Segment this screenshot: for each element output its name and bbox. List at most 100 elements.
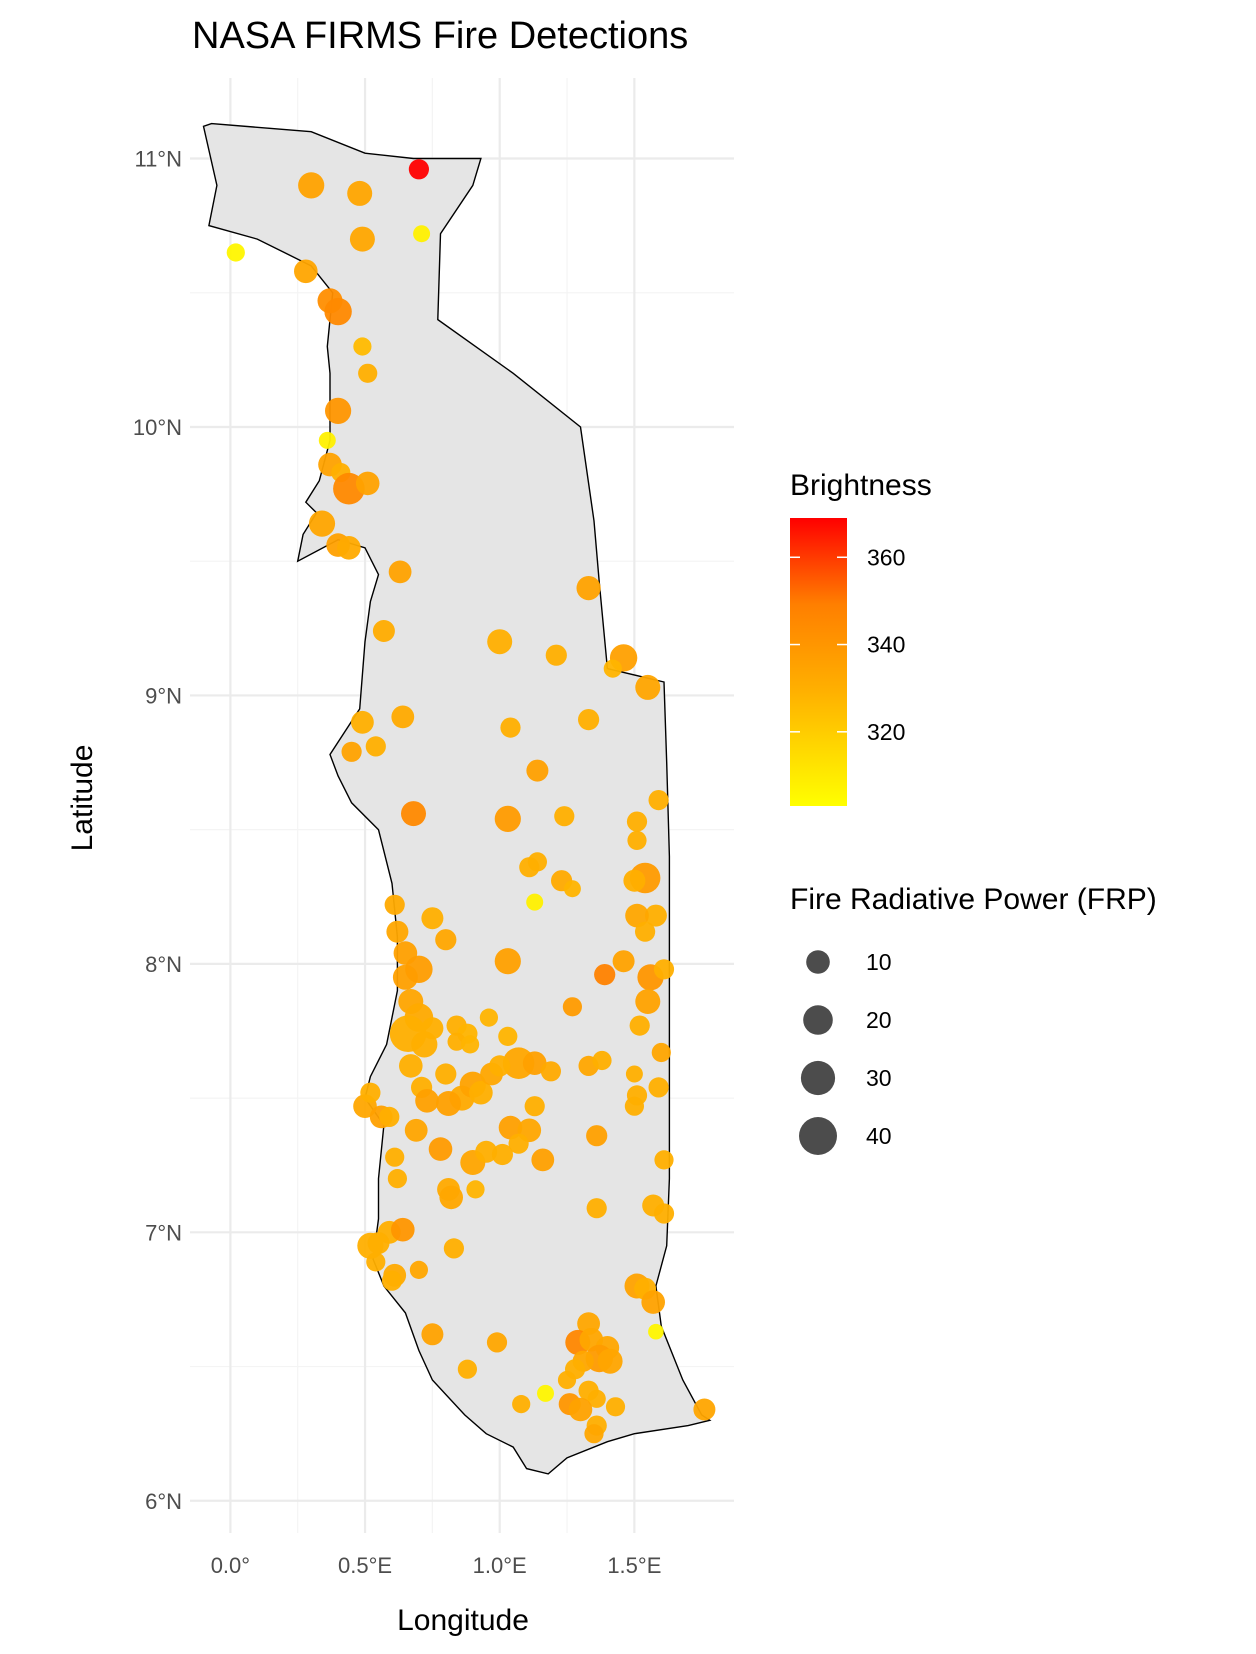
fire-point bbox=[494, 805, 521, 833]
fire-point bbox=[408, 159, 429, 180]
fire-point bbox=[421, 1323, 444, 1346]
fire-point bbox=[428, 1137, 453, 1161]
frp-legend-items: 10 20 30 40 bbox=[799, 949, 892, 1155]
brightness-colorbar bbox=[790, 518, 847, 806]
fire-point bbox=[391, 705, 415, 729]
fire-point bbox=[351, 710, 374, 734]
brightness-legend-ticks: 320 340 360 bbox=[790, 544, 905, 745]
fire-point bbox=[512, 1395, 531, 1414]
fire-point bbox=[353, 337, 372, 356]
fire-point bbox=[586, 1198, 607, 1219]
fire-point bbox=[355, 471, 380, 496]
chart-title: NASA FIRMS Fire Detections bbox=[192, 15, 688, 57]
fire-point bbox=[605, 1397, 626, 1417]
fire-point bbox=[635, 921, 656, 942]
fire-point bbox=[623, 869, 646, 892]
fire-point bbox=[537, 1384, 554, 1402]
fire-point bbox=[586, 1125, 608, 1147]
fire-point bbox=[578, 709, 600, 731]
fire-point bbox=[540, 1061, 562, 1082]
fire-point bbox=[651, 1042, 671, 1063]
fire-point bbox=[524, 1096, 545, 1117]
frp-legend-label: 30 bbox=[866, 1065, 892, 1091]
fire-point bbox=[381, 1270, 403, 1291]
fire-point bbox=[693, 1398, 716, 1421]
fire-point bbox=[491, 1143, 513, 1166]
fire-point bbox=[349, 226, 375, 252]
frp-legend-key bbox=[799, 1117, 837, 1155]
fire-point bbox=[435, 1063, 457, 1085]
fire-point bbox=[612, 950, 635, 973]
fire-point bbox=[387, 1169, 407, 1189]
x-axis-title: Longitude bbox=[397, 1604, 529, 1637]
y-tick-label: 7°N bbox=[145, 1220, 182, 1245]
fire-point bbox=[365, 736, 386, 757]
y-tick-label: 11°N bbox=[134, 147, 182, 172]
fire-point bbox=[226, 243, 245, 262]
fire-point bbox=[648, 790, 669, 811]
y-tick-label: 8°N bbox=[145, 952, 182, 977]
fire-point bbox=[526, 893, 544, 911]
fire-point bbox=[388, 560, 412, 584]
fire-point bbox=[379, 1106, 400, 1127]
fire-point bbox=[469, 1080, 493, 1105]
fire-point bbox=[522, 1051, 547, 1075]
brightness-legend: Brightness 320 340 360 bbox=[790, 469, 932, 806]
frp-legend-key bbox=[806, 950, 830, 974]
fire-point bbox=[626, 811, 648, 832]
fire-point bbox=[635, 989, 661, 1014]
fire-point bbox=[405, 955, 433, 983]
fire-point bbox=[413, 225, 431, 243]
fire-point bbox=[447, 1032, 466, 1051]
fire-point bbox=[486, 1332, 508, 1353]
fire-point bbox=[386, 920, 409, 943]
fire-point bbox=[625, 1065, 643, 1083]
fire-point bbox=[399, 1054, 423, 1078]
fire-point bbox=[385, 1147, 405, 1167]
fire-point bbox=[531, 1148, 555, 1172]
fire-point bbox=[298, 172, 325, 199]
fire-point bbox=[644, 904, 667, 927]
fire-point bbox=[479, 1008, 498, 1027]
frp-legend-key bbox=[800, 1060, 836, 1096]
fire-point bbox=[475, 1140, 498, 1163]
y-axis-title: Latitude bbox=[66, 745, 99, 852]
fire-point bbox=[421, 1017, 444, 1040]
fire-point bbox=[557, 1370, 577, 1390]
fire-point bbox=[653, 959, 675, 980]
fire-point bbox=[594, 964, 616, 986]
fire-point bbox=[597, 1348, 623, 1374]
fire-point bbox=[415, 1089, 439, 1113]
fire-point bbox=[435, 929, 457, 951]
fire-point bbox=[372, 620, 395, 642]
fire-point bbox=[337, 536, 361, 560]
x-tick-label: 1.0°E bbox=[473, 1553, 527, 1578]
fire-point bbox=[500, 717, 521, 738]
fire-point bbox=[554, 806, 575, 827]
frp-legend-title: Fire Radiative Power (FRP) bbox=[790, 883, 1157, 916]
fire-point bbox=[318, 431, 336, 449]
fire-points bbox=[226, 159, 716, 1444]
fire-point bbox=[358, 363, 378, 383]
colorbar-tick-label: 360 bbox=[867, 544, 905, 570]
fire-point bbox=[641, 1290, 665, 1314]
fire-point bbox=[324, 297, 352, 326]
fire-point bbox=[527, 852, 548, 872]
fire-point bbox=[466, 1180, 485, 1199]
plot-panel bbox=[190, 78, 734, 1533]
fire-point bbox=[653, 1203, 675, 1224]
fire-point bbox=[436, 1091, 461, 1116]
fire-point bbox=[526, 759, 549, 782]
fire-point bbox=[347, 180, 373, 206]
fire-point bbox=[360, 1082, 381, 1103]
fire-point bbox=[294, 259, 318, 284]
fire-point bbox=[627, 830, 647, 851]
fire-point bbox=[635, 674, 661, 700]
x-tick-label: 0.5°E bbox=[338, 1553, 392, 1578]
fire-point bbox=[624, 1096, 645, 1116]
y-tick-label: 6°N bbox=[145, 1489, 182, 1514]
fire-point bbox=[648, 1323, 664, 1340]
fire-point bbox=[367, 1232, 390, 1255]
x-tick-label: 1.5°E bbox=[607, 1553, 661, 1578]
